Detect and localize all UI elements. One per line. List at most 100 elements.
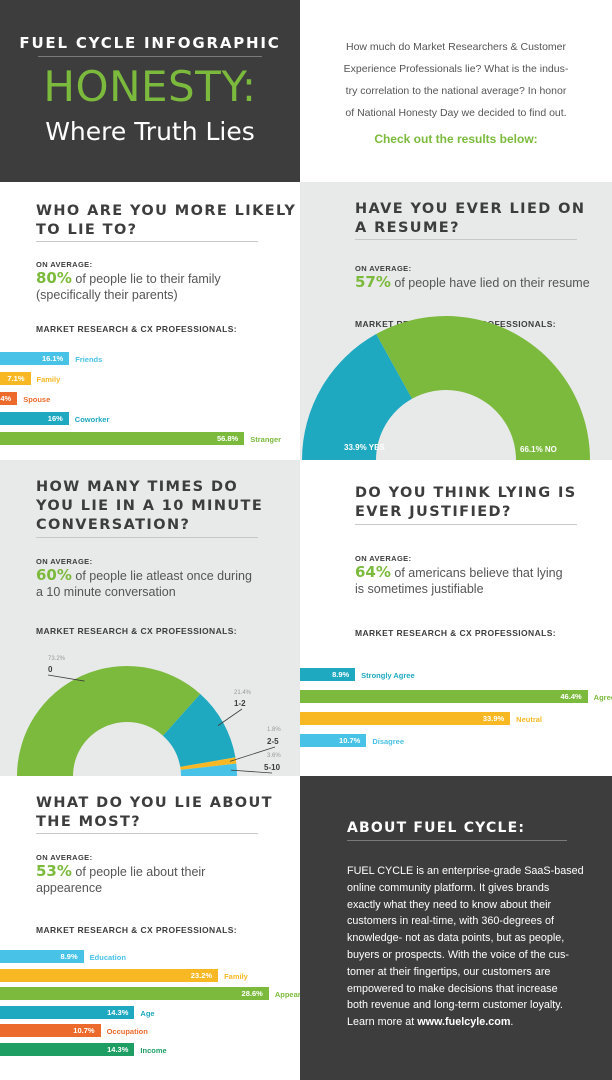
q2-donut-chart: 33.9% YES 66.1% NO [302,316,590,460]
bar-value-label: 10.7% [339,736,361,745]
bar-category-label: Family [224,971,248,981]
q3-rule [36,537,258,538]
bar-disagree: 10.7% [300,734,367,747]
q4-stat-value: 64% [355,563,391,581]
q5-title-line: THE MOST? [36,814,142,830]
slice-yes [302,334,413,460]
bar-value-label: 33.9% [482,714,505,723]
q4-subheading: MARKET RESEARCH & CX PROFESSIONALS: [355,628,557,638]
bar-value-label: 8.9% [60,952,78,961]
q2-stat: 57% of people have lied on their resume [355,274,590,291]
website-link[interactable]: www.fuelcyle.com [417,1016,511,1029]
bar-value-label: 16.1% [41,354,64,363]
kicker-rule [38,56,262,57]
q1-subheading: MARKET RESEARCH & CX PROFESSIONALS: [36,324,238,334]
bar-appearance: 28.6% [0,987,269,1000]
cta-text: Check out the results below: [374,132,538,146]
about-line: customers in real-time, with 360-degrees… [347,915,555,928]
q2-rule [355,239,577,240]
q5-title-line: WHAT DO YOU LIE ABOUT [36,795,273,811]
q5-stat: 53% of people lie about their appearence [36,863,205,896]
about-panel: ABOUT FUEL CYCLE: FUEL CYCLE is an enter… [300,776,612,1080]
bar-value-label: 23.2% [190,970,213,980]
q4-stat-text-2: is sometimes justifiable [355,582,484,596]
bar-category-label: Appearance [274,990,300,999]
leader-line [230,769,273,774]
bar-education: 8.9% [0,950,84,963]
q3-stat-value: 60% [36,566,72,584]
q2-title-line: A RESUME? [355,220,460,236]
about-title: ABOUT FUEL CYCLE: [347,820,526,836]
intro-line: of National Honesty Day we decided to fi… [345,107,567,119]
bar-category-label: Age [140,1008,155,1018]
q2-on-average: ON AVERAGE: [355,264,412,273]
q5-stat-text: of people lie about their [71,865,206,879]
about-line: online community platform. It gives bran… [347,881,550,894]
bar-family: 7.1% [0,372,31,385]
bar-category-label: Coworker [74,415,110,424]
bar-spouse: 4% [0,392,18,405]
about-line: empowered to make decisions that increas… [347,982,558,995]
q1-panel: WHO ARE YOU MORE LIKELY TO LIE TO? ON AV… [0,182,300,460]
bar-category-label: Friends [75,355,103,364]
intro-text: How much do Market Researchers & Custome… [300,36,612,124]
slice-percent-label: 21.4% [234,690,252,696]
bar-stranger: 56.8% [0,432,245,445]
q1-title-line: TO LIE TO? [36,222,138,238]
q3-on-average: ON AVERAGE: [36,557,93,566]
bar-category-label: Occupation [106,1027,148,1036]
q5-stat-text-2: appearence [36,881,103,895]
about-line: FUEL CYCLE is an enterprise-grade SaaS-b… [347,865,584,877]
slice-percent-label: 73.2% [48,656,66,662]
q3-title-line: CONVERSATION? [36,517,191,533]
about-line: knowledge- not as data points, but as pe… [347,932,565,945]
bar-income: 14.3% [0,1042,135,1056]
bar-occupation: 10.7% [0,1024,101,1037]
q1-stat-text: of people lie to their family [71,272,221,286]
about-line: exactly what they need to know about the… [347,898,552,911]
bar-category-label: Family [36,375,61,384]
q4-title-line: DO YOU THINK LYING IS [355,485,577,501]
bar-family: 23.2% [0,968,219,982]
q4-title: DO YOU THINK LYING IS EVER JUSTIFIED? [355,484,577,522]
intro-line: Experience Professionals lie? What is th… [343,63,569,75]
bar-category-label: Disagree [372,737,405,746]
bar-category-label: Stranger [250,435,282,444]
slice-percent-label: 1.8% [267,727,281,733]
slice-no [376,316,590,460]
about-learn-more: Learn more at www.fuelcyle.com. [347,1014,584,1031]
bar-friends: 16.1% [0,352,70,365]
bar-value-label: 8.9% [332,670,350,679]
bar-coworker: 16% [0,412,69,425]
q3-donut-chart: 73.2% 0 21.4% 1-2 1.8% 2-5 3.6% 5-10 [17,656,281,776]
bar-category-label: Agree [593,693,612,702]
q3-panel: HOW MANY TIMES DO YOU LIE IN A 10 MINUTE… [0,460,300,776]
q2-stat-value: 57% [355,273,391,291]
q2-panel: HAVE YOU EVER LIED ON A RESUME? ON AVERA… [300,182,612,460]
q1-rule [36,241,258,242]
about-line: tomer at their fingertips, our customers… [347,965,551,978]
q4-rule [355,524,577,525]
header-panel: FUEL CYCLE INFOGRAPHIC HONESTY: Where Tr… [0,0,300,182]
intro-line: How much do Market Researchers & Custome… [346,41,566,53]
q4-panel: DO YOU THINK LYING IS EVER JUSTIFIED? ON… [300,460,612,776]
bar-value-label: 10.7% [73,1026,95,1035]
slice-5-10 [180,763,237,776]
q5-on-average: ON AVERAGE: [36,853,93,862]
q2-title-line: HAVE YOU EVER LIED ON [355,201,586,217]
bar-value-label: 46.4% [560,692,582,701]
q1-stat-text-2: (specifically their parents) [36,288,178,302]
learn-suffix: . [510,1016,514,1029]
slice-2-5 [180,757,237,770]
q5-panel: WHAT DO YOU LIE ABOUT THE MOST? ON AVERA… [0,776,300,1080]
slice-1-2 [162,693,236,767]
bar-category-label: Strongly Agree [361,671,415,680]
q1-title-line: WHO ARE YOU MORE LIKELY [36,203,297,219]
q4-stat-text: of americans believe that lying [390,566,563,580]
slice-label-yes: 33.9% YES [344,443,385,452]
slice-percent-label: 3.6% [267,753,281,759]
bar-category-label: Spouse [23,395,51,404]
bar-category-label: Neutral [516,715,543,724]
q1-stat: 80% of people lie to their family (speci… [36,270,221,303]
bar-strongly-agree: 8.9% [300,668,356,681]
